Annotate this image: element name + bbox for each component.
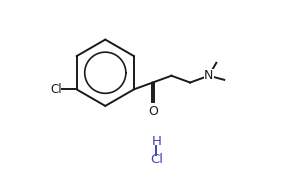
Text: Cl: Cl	[150, 153, 163, 167]
Text: N: N	[204, 69, 213, 82]
Text: H: H	[151, 134, 161, 147]
Text: Cl: Cl	[50, 83, 61, 96]
Text: O: O	[148, 105, 158, 118]
